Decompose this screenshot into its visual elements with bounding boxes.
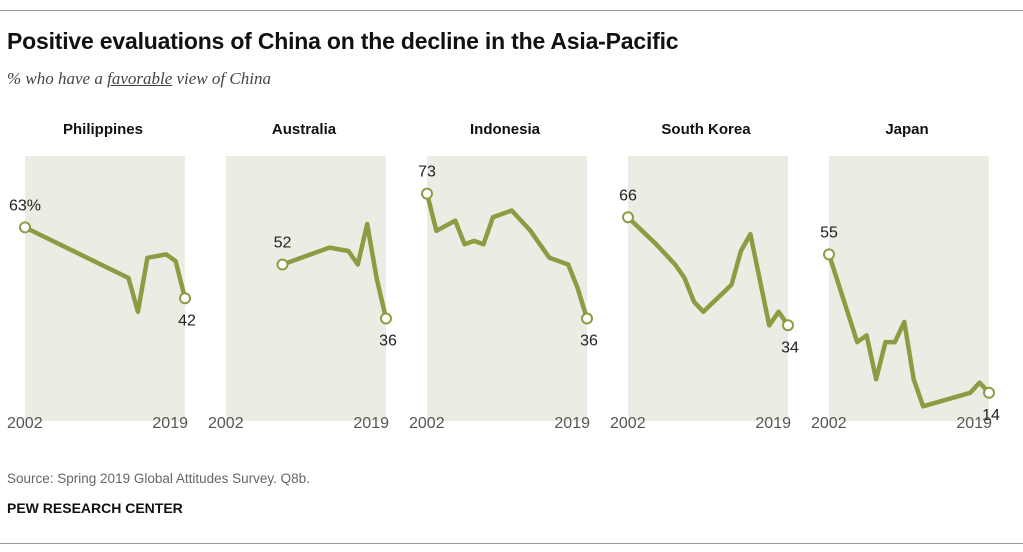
x-tick-label-start: 2002: [610, 415, 646, 432]
end-marker: [380, 312, 392, 325]
x-tick-label-start: 2002: [7, 415, 43, 432]
subtitle-prefix: % who have a: [7, 69, 108, 88]
panel-background: [226, 156, 386, 421]
x-tick-label-end: 2019: [956, 415, 992, 432]
panel-title: Indonesia: [470, 121, 541, 138]
x-tick-label-start: 2002: [811, 415, 847, 432]
x-tick-label-end: 2019: [554, 415, 590, 432]
panel-south-korea: South Korea 66 34 2002 2019: [610, 121, 799, 432]
subtitle-emphasis: favorable: [107, 69, 173, 88]
small-multiples-chart: Philippines 63% 42 2002 2019 Australia 52 36 200…: [7, 121, 1000, 432]
chart-title: Positive evaluations of China on the dec…: [7, 28, 679, 54]
series-line: [826, 252, 992, 409]
end-marker: [983, 386, 995, 399]
chart-subtitle: % who have a favorable view of China: [7, 69, 271, 89]
panel-philippines: Philippines 63% 42 2002 2019: [7, 121, 196, 432]
start-value-label: 73: [418, 164, 436, 181]
start-value-label: 52: [274, 235, 292, 252]
start-marker: [823, 248, 835, 261]
panel-title: South Korea: [661, 121, 751, 138]
panel-title: Philippines: [63, 121, 143, 138]
end-marker: [179, 292, 191, 305]
end-value-label: 42: [178, 312, 196, 329]
x-tick-label-start: 2002: [208, 415, 244, 432]
top-rule: [0, 10, 1023, 11]
x-tick-label-end: 2019: [755, 415, 791, 432]
panel-australia: Australia 52 36 2002 2019: [208, 121, 397, 432]
panel-title: Japan: [885, 121, 928, 138]
panel-background: [25, 156, 185, 421]
series-line: [280, 221, 389, 321]
panel-title: Australia: [272, 121, 337, 138]
end-marker: [782, 319, 794, 332]
panel-background: [427, 156, 587, 421]
panel-background: [829, 156, 989, 421]
series-line: [424, 191, 590, 321]
x-tick-label-start: 2002: [409, 415, 445, 432]
start-value-label: 66: [619, 187, 637, 204]
end-value-label: 36: [580, 333, 598, 350]
start-value-label: 63%: [9, 197, 41, 214]
start-marker: [276, 258, 289, 271]
source-note: Source: Spring 2019 Global Attitudes Sur…: [7, 471, 310, 486]
bottom-rule: [0, 543, 1023, 544]
end-value-label: 36: [379, 333, 397, 350]
start-marker: [421, 187, 433, 200]
panel-japan: Japan 55 14 2002 2019: [811, 121, 1000, 432]
series-line: [22, 225, 188, 315]
x-tick-label-end: 2019: [152, 415, 188, 432]
panel-indonesia: Indonesia 73 36 2002 2019: [409, 121, 598, 432]
panel-background: [628, 156, 788, 421]
start-marker: [622, 211, 634, 224]
start-marker: [19, 221, 31, 234]
x-tick-label-end: 2019: [353, 415, 389, 432]
end-marker: [581, 312, 593, 325]
end-value-label: 34: [781, 339, 799, 356]
end-value-label: 14: [982, 407, 1000, 424]
subtitle-suffix: view of China: [172, 69, 271, 88]
series-line: [625, 215, 791, 328]
brand-label: PEW RESEARCH CENTER: [7, 500, 183, 516]
start-value-label: 55: [820, 224, 838, 241]
